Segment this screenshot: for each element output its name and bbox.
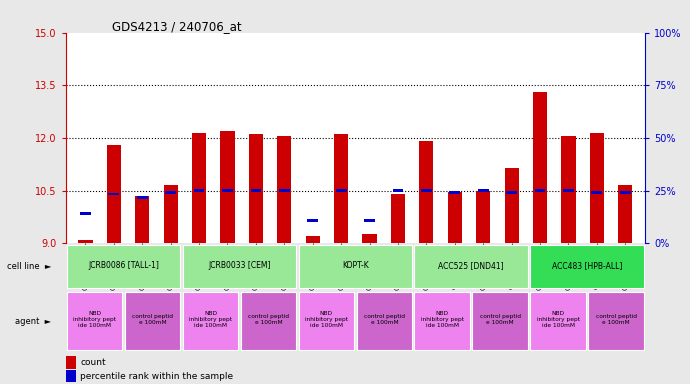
Bar [279, 189, 290, 192]
Text: control peptid
e 100mM: control peptid e 100mM [364, 314, 405, 325]
Bar [125, 292, 180, 350]
Bar [166, 191, 176, 194]
Bar [448, 192, 462, 243]
Bar [415, 245, 528, 288]
Text: NBD
inhibitory pept
ide 100mM: NBD inhibitory pept ide 100mM [189, 311, 232, 328]
Bar [306, 236, 320, 243]
Text: ACC483 [HPB-ALL]: ACC483 [HPB-ALL] [552, 261, 622, 270]
Bar [107, 145, 121, 243]
Text: ACC525 [DND41]: ACC525 [DND41] [438, 261, 504, 270]
Bar [533, 92, 547, 243]
Bar [277, 136, 291, 243]
Text: NBD
inhibitory pept
ide 100mM: NBD inhibitory pept ide 100mM [305, 311, 348, 328]
Bar [250, 189, 262, 192]
Bar [334, 134, 348, 243]
Bar [249, 134, 263, 243]
Bar [336, 189, 346, 192]
Text: NBD
inhibitory pept
ide 100mM: NBD inhibitory pept ide 100mM [73, 311, 116, 328]
Bar [67, 292, 122, 350]
Bar [67, 245, 180, 288]
Bar [590, 132, 604, 243]
Bar [535, 189, 545, 192]
Text: NBD
inhibitory pept
ide 100mM: NBD inhibitory pept ide 100mM [537, 311, 580, 328]
Bar [66, 356, 76, 369]
Bar [393, 189, 404, 192]
Bar [477, 189, 489, 192]
Bar [563, 189, 574, 192]
Bar [66, 370, 76, 384]
Bar [299, 292, 354, 350]
Bar [183, 292, 238, 350]
Text: percentile rank within the sample: percentile rank within the sample [80, 372, 233, 381]
Bar [307, 219, 318, 222]
Bar [473, 292, 528, 350]
Bar [449, 191, 460, 194]
Bar [164, 185, 178, 243]
Text: control peptid
e 100mM: control peptid e 100mM [132, 314, 173, 325]
Text: count: count [80, 358, 106, 367]
Bar [364, 219, 375, 222]
Bar [362, 234, 377, 243]
Bar [241, 292, 296, 350]
Text: NBD
inhibitory pept
ide 100mM: NBD inhibitory pept ide 100mM [421, 311, 464, 328]
Bar [79, 240, 92, 243]
Bar [80, 212, 91, 215]
Text: GDS4213 / 240706_at: GDS4213 / 240706_at [112, 20, 241, 33]
Bar [220, 131, 235, 243]
Bar [222, 189, 233, 192]
Bar [194, 189, 204, 192]
Bar [108, 193, 119, 195]
Bar [620, 191, 631, 194]
Text: KOPT-K: KOPT-K [342, 261, 368, 270]
Bar [420, 141, 433, 243]
Bar [192, 132, 206, 243]
Text: JCRB0086 [TALL-1]: JCRB0086 [TALL-1] [88, 261, 159, 270]
Bar [562, 136, 575, 243]
Bar [137, 196, 148, 199]
Bar [421, 189, 432, 192]
Bar [589, 292, 644, 350]
Bar [391, 194, 405, 243]
Bar [135, 196, 149, 243]
Bar [591, 191, 602, 194]
Text: control peptid
e 100mM: control peptid e 100mM [248, 314, 289, 325]
Bar [506, 191, 517, 194]
Bar [357, 292, 412, 350]
Text: cell line  ►: cell line ► [7, 262, 51, 271]
Bar [183, 245, 296, 288]
Bar [299, 245, 412, 288]
Text: control peptid
e 100mM: control peptid e 100mM [595, 314, 637, 325]
Bar [415, 292, 470, 350]
Bar [504, 168, 519, 243]
Bar [618, 185, 632, 243]
Bar [476, 190, 491, 243]
Bar [531, 292, 586, 350]
Bar [531, 245, 644, 288]
Text: agent  ►: agent ► [15, 316, 51, 326]
Text: control peptid
e 100mM: control peptid e 100mM [480, 314, 521, 325]
Text: JCRB0033 [CEM]: JCRB0033 [CEM] [208, 261, 270, 270]
